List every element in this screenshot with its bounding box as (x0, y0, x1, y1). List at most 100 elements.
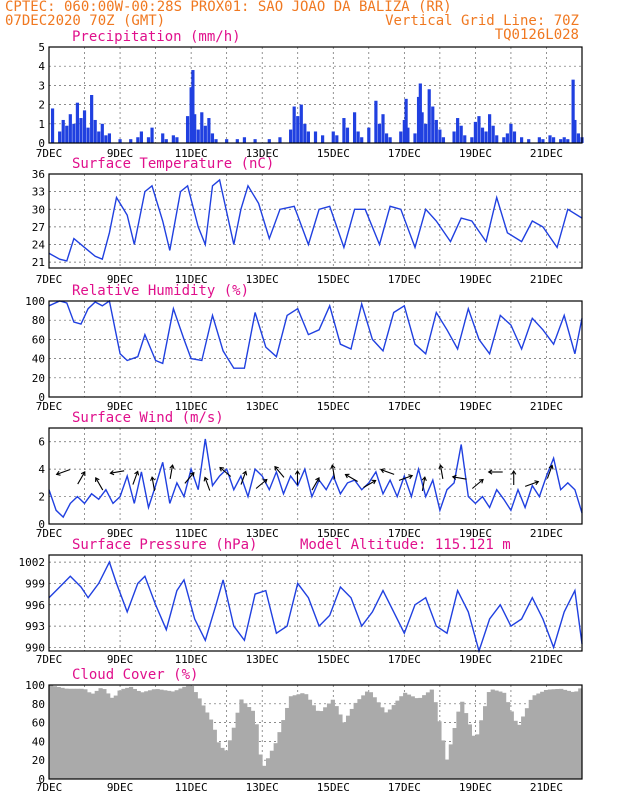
wind-arrow (331, 465, 336, 479)
cloud-column (285, 707, 290, 779)
precip-bar (61, 119, 65, 143)
precip-bar (191, 70, 195, 143)
panel-title: Precipitation (mm/h) (72, 29, 241, 45)
panel-title: Surface Temperature (nC) (72, 156, 274, 172)
precip-bar (292, 106, 296, 143)
x-tick-label: 13DEC (246, 781, 279, 794)
x-tick-label: 7DEC (36, 400, 63, 413)
cloud-column (182, 686, 187, 779)
precip-bar (207, 118, 211, 143)
header-model: TQ0126L028 (495, 27, 579, 43)
precip-bar (406, 127, 410, 143)
wind-arrow (524, 481, 539, 487)
y-tick-label: 40 (32, 735, 45, 748)
precip-bar (342, 118, 346, 143)
x-tick-label: 21DEC (530, 147, 563, 160)
precip-bar (65, 125, 69, 143)
y-tick-label: 27 (32, 221, 45, 234)
y-tick-label: 2 (38, 99, 45, 112)
header-date: 07DEC2020 70Z (GMT) (5, 13, 165, 29)
wind-arrow (546, 465, 553, 479)
cloud-column (155, 689, 160, 779)
precip-bar (566, 139, 570, 143)
cloud-column (490, 689, 495, 779)
panel-annotation: Model Altitude: 115.121 m (300, 537, 511, 553)
precip-bar (377, 123, 382, 143)
panels: Precipitation (mm/h) 0 1 2 3 4 5 7DEC 9DEC 11DEC 1… (19, 29, 584, 794)
cloud-column (163, 690, 168, 779)
cloud-column (178, 688, 183, 779)
x-tick-label: 17DEC (388, 400, 421, 413)
cloud-column (49, 685, 54, 779)
cloud-column (277, 732, 282, 779)
y-tick-label: 21 (32, 256, 45, 269)
x-tick-label: 13DEC (246, 400, 279, 413)
precip-bar (463, 135, 467, 143)
precip-bar (367, 127, 371, 143)
cloud-column (338, 714, 343, 779)
precip-bar (431, 106, 435, 143)
panel-frame (48, 46, 583, 144)
wind-arrow-head (150, 476, 156, 482)
cloud-column (460, 701, 465, 779)
precip-bar (278, 137, 282, 143)
wind-arrow (56, 469, 70, 475)
cloud-column (502, 692, 507, 779)
precip-bar (413, 133, 417, 143)
y-tick-label: 5 (38, 41, 45, 54)
precip-bar (434, 119, 438, 143)
precip-bar (416, 96, 421, 143)
precip-bar (225, 139, 229, 143)
precip-bar (512, 131, 517, 143)
precip-bar (303, 123, 307, 143)
wind-arrow (132, 471, 139, 485)
wind-arrow-head (330, 464, 336, 470)
cloud-column (220, 747, 225, 779)
precip-bar (381, 114, 385, 143)
wind-arrow (219, 467, 232, 477)
wind-arrow (380, 469, 395, 475)
wind-arrow (240, 471, 247, 485)
x-tick-label: 7DEC (36, 527, 63, 540)
precip-bar (97, 131, 101, 143)
wind-arrow (345, 474, 358, 482)
x-tick-label: 17DEC (388, 147, 421, 160)
cloud-column (208, 719, 214, 779)
precip-bar (253, 139, 257, 143)
cloud-column (315, 710, 320, 779)
cloud-column (353, 702, 358, 779)
precip-bar (146, 137, 151, 143)
cloud-column (566, 690, 571, 779)
cloud-column (498, 691, 503, 779)
cloud-column (471, 735, 476, 779)
precip-bar (473, 121, 477, 143)
cloud-column (574, 691, 579, 779)
cloud-column (60, 687, 65, 779)
wind-arrow-head (169, 464, 175, 470)
precip-bar (356, 131, 360, 143)
cloud-column (147, 690, 153, 779)
wind-arrow (274, 466, 285, 478)
panel-title: Cloud Cover (%) (72, 667, 198, 683)
cloud-column (79, 688, 84, 779)
x-tick-label: 9DEC (107, 781, 134, 794)
cloud-column (128, 686, 134, 779)
wind-arrow-head (80, 471, 86, 476)
panel-0: Precipitation (mm/h) 0 1 2 3 4 5 7DEC 9DEC 11DEC 1… (36, 29, 584, 160)
cloud-column (505, 702, 511, 779)
precip-bar (519, 137, 524, 143)
cloud-column (540, 691, 545, 779)
wind-arrow-head (203, 476, 209, 482)
wind-arrow-head (534, 480, 540, 486)
precip-bar (185, 116, 190, 143)
wind-arrow-head (421, 476, 427, 482)
cloud-column (140, 692, 145, 779)
cloud-column (90, 693, 96, 779)
wind-arrow (311, 477, 320, 491)
x-tick-label: 9DEC (107, 653, 134, 666)
cloud-column (197, 698, 202, 779)
y-tick-label: 990 (25, 641, 45, 654)
x-tick-label: 15DEC (317, 781, 350, 794)
cloud-column (357, 699, 362, 779)
cloud-column (311, 705, 316, 779)
